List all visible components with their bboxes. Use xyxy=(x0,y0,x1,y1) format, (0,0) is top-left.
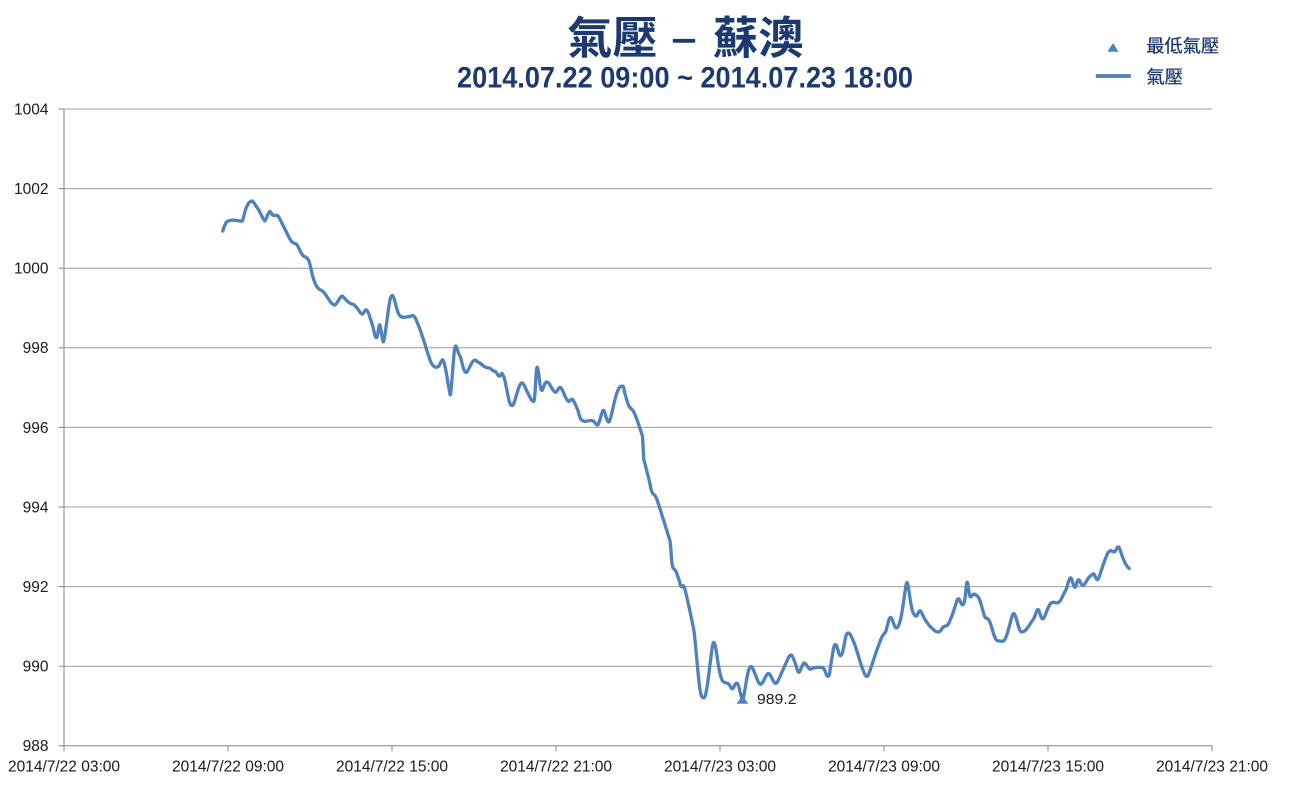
svg-text:994: 994 xyxy=(23,499,49,516)
svg-text:2014/7/23 09:00: 2014/7/23 09:00 xyxy=(828,759,940,776)
svg-text:2014.07.22 09:00 ~ 2014.07.23: 2014.07.22 09:00 ~ 2014.07.23 18:00 xyxy=(457,61,913,94)
svg-text:1000: 1000 xyxy=(14,261,49,278)
svg-text:2014/7/23 03:00: 2014/7/23 03:00 xyxy=(664,759,776,776)
svg-text:996: 996 xyxy=(23,420,49,437)
svg-text:990: 990 xyxy=(23,659,49,676)
svg-text:1004: 1004 xyxy=(14,101,49,118)
svg-text:2014/7/22 09:00: 2014/7/22 09:00 xyxy=(172,759,284,776)
svg-text:1002: 1002 xyxy=(14,181,48,198)
svg-text:2014/7/23 15:00: 2014/7/23 15:00 xyxy=(992,759,1104,776)
svg-text:2014/7/22 21:00: 2014/7/22 21:00 xyxy=(500,759,612,776)
svg-text:989.2: 989.2 xyxy=(757,691,797,708)
svg-text:2014/7/22 03:00: 2014/7/22 03:00 xyxy=(8,759,120,776)
svg-text:2014/7/23 21:00: 2014/7/23 21:00 xyxy=(1156,759,1268,776)
svg-text:992: 992 xyxy=(23,579,49,596)
svg-text:998: 998 xyxy=(23,340,49,357)
svg-text:988: 988 xyxy=(23,738,49,755)
svg-text:2014/7/22 15:00: 2014/7/22 15:00 xyxy=(336,759,448,776)
